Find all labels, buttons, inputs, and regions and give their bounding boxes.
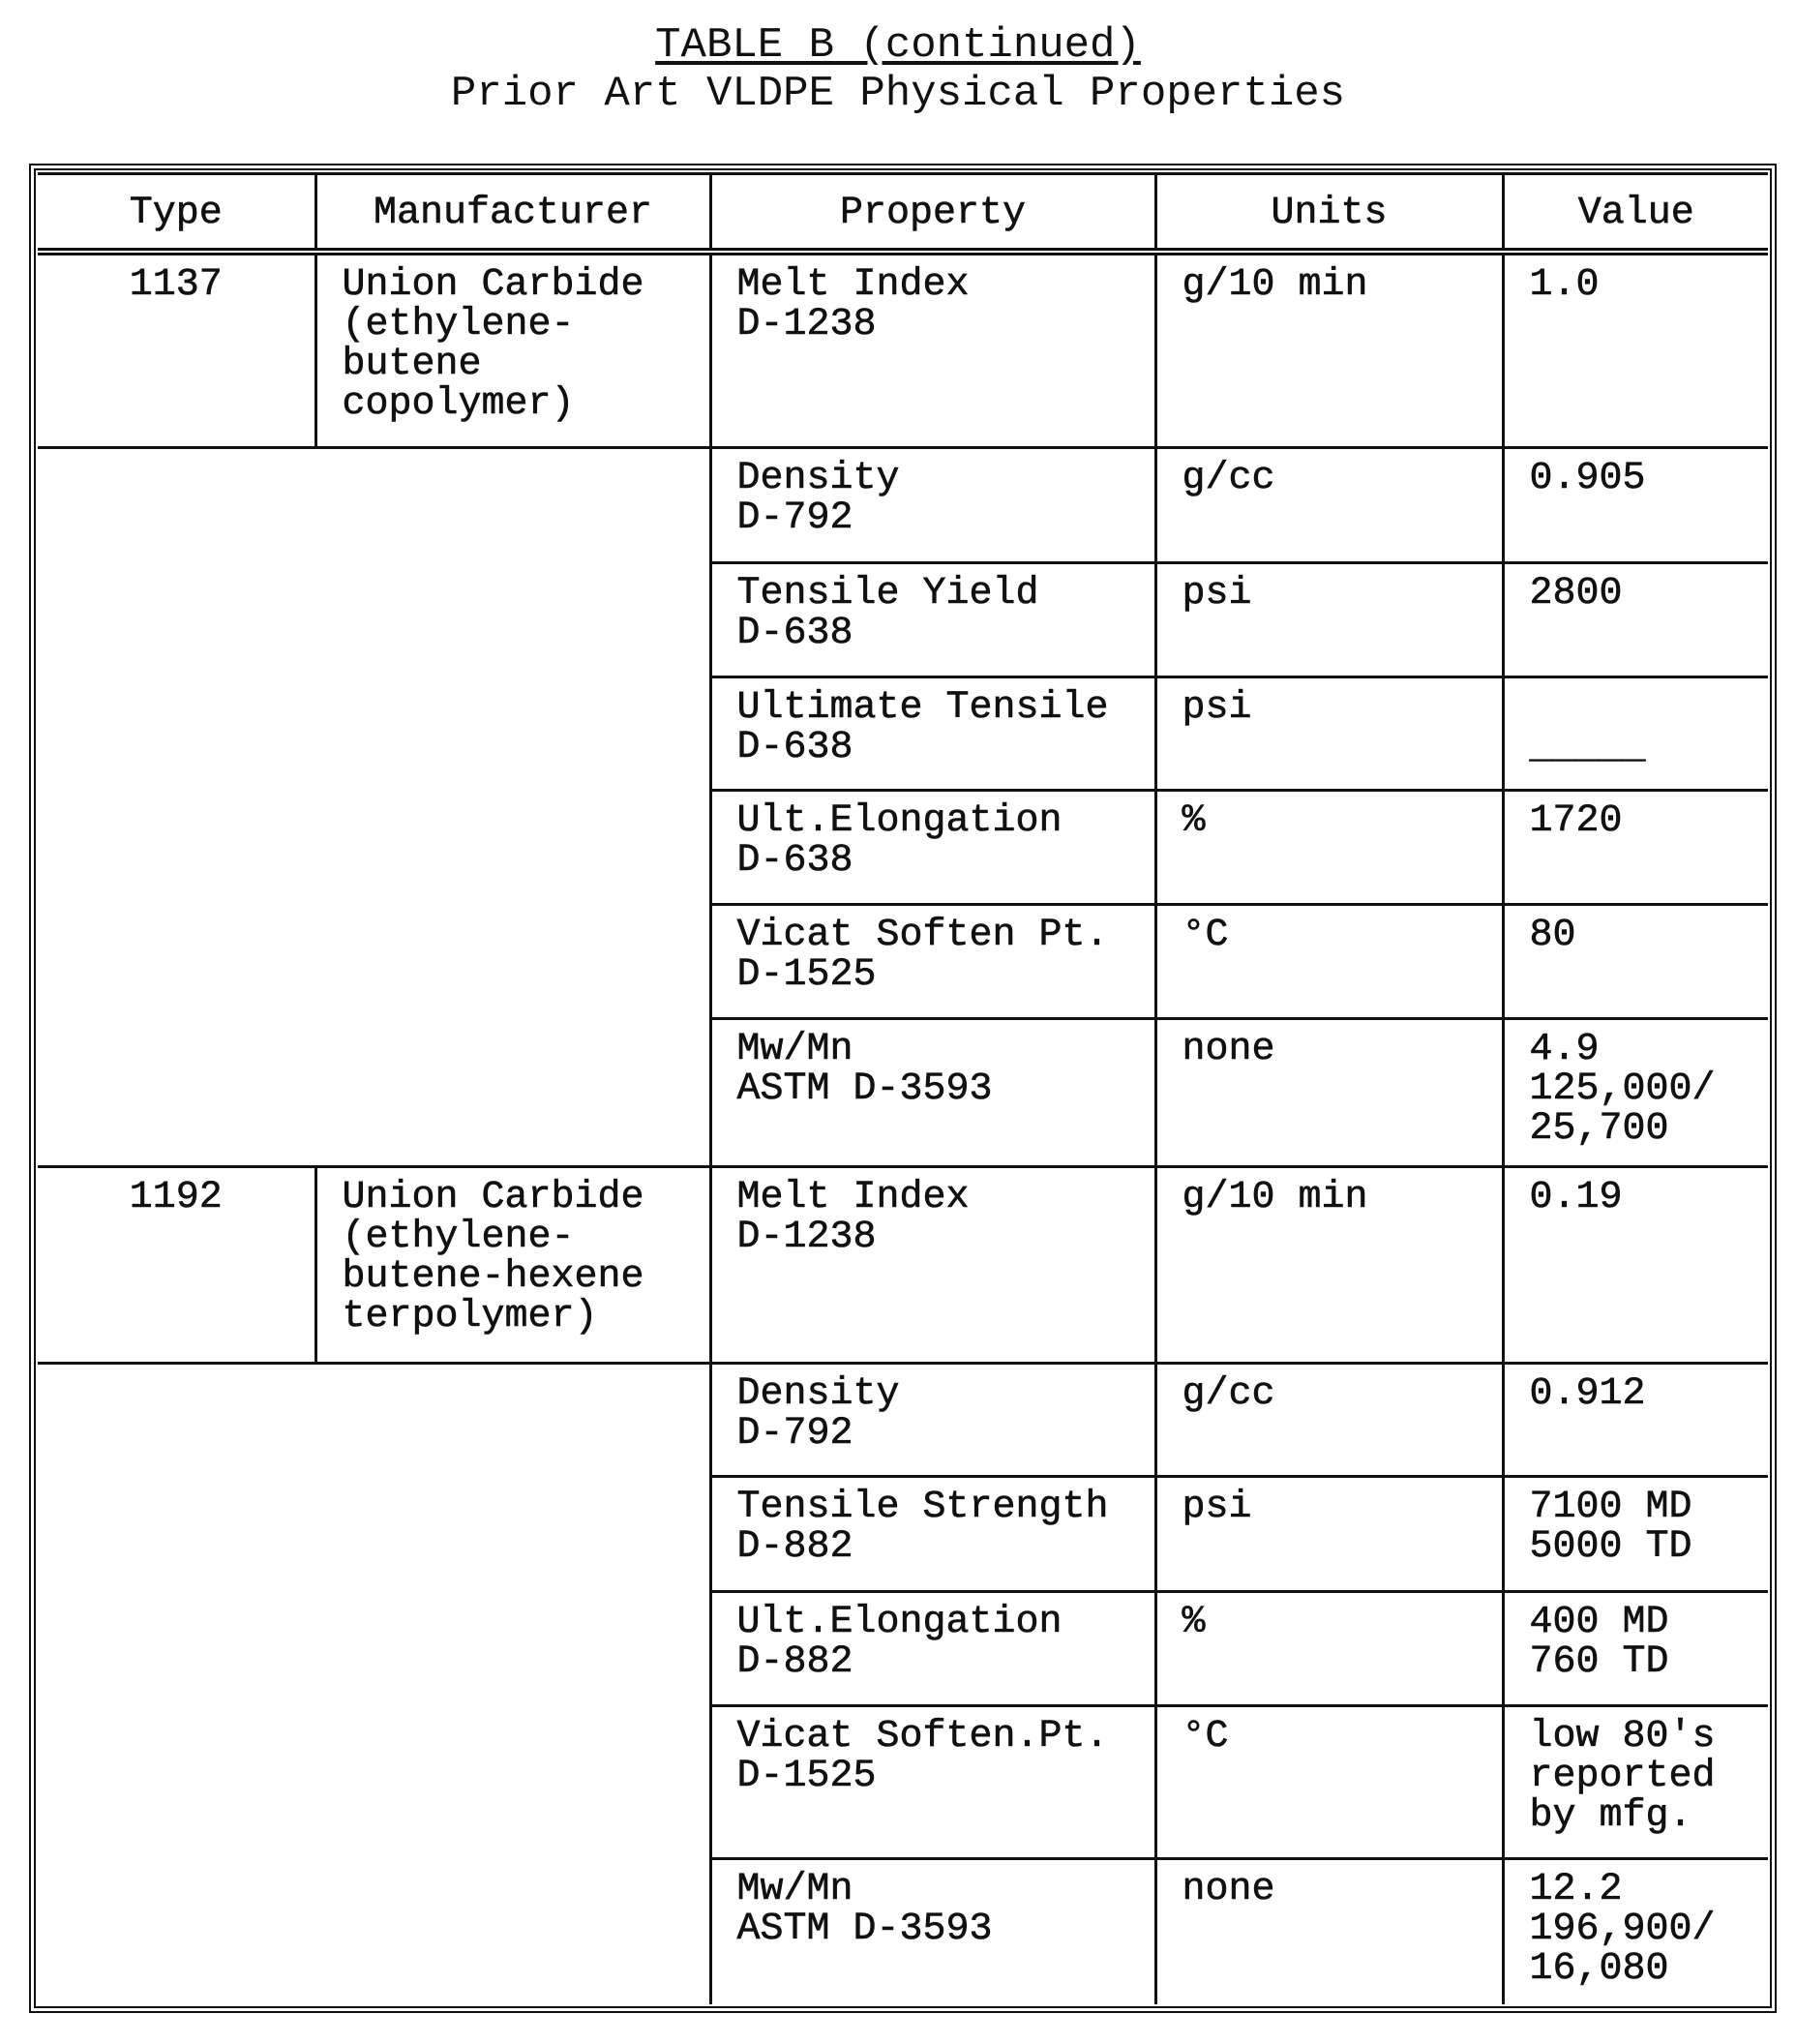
units-cell: g/cc bbox=[1155, 1364, 1503, 1477]
property-cell: Vicat Soften.Pt. D-1525 bbox=[710, 1706, 1155, 1859]
value-cell: 1720 bbox=[1503, 791, 1768, 905]
value-cell: 2800 bbox=[1503, 563, 1768, 677]
value-cell: 1.0 bbox=[1503, 252, 1768, 448]
units-cell: psi bbox=[1155, 563, 1503, 677]
value-cell: 4.9 125,000/ 25,700 bbox=[1503, 1019, 1768, 1167]
table-row: 1137Union Carbide (ethylene- butene copo… bbox=[38, 252, 1768, 448]
units-cell: g/10 min bbox=[1155, 1167, 1503, 1364]
units-cell: % bbox=[1155, 791, 1503, 905]
column-header: Manufacturer bbox=[315, 174, 710, 252]
units-cell: g/cc bbox=[1155, 448, 1503, 563]
column-header: Property bbox=[710, 174, 1155, 252]
table-subtitle: Prior Art VLDPE Physical Properties bbox=[0, 70, 1796, 118]
value-cell: 0.912 bbox=[1503, 1364, 1768, 1477]
property-cell: Vicat Soften Pt. D-1525 bbox=[710, 905, 1155, 1019]
column-header: Type bbox=[38, 174, 315, 252]
manufacturer-cell: Union Carbide (ethylene- butene copolyme… bbox=[315, 252, 710, 448]
property-cell: Melt Index D-1238 bbox=[710, 1167, 1155, 1364]
property-cell: Mw/Mn ASTM D-3593 bbox=[710, 1859, 1155, 2004]
empty-cell bbox=[38, 1364, 710, 2004]
type-cell: 1192 bbox=[38, 1167, 315, 1364]
table-row: Density D-792g/cc0.912 bbox=[38, 1364, 1768, 1477]
table-title: TABLE B (continued) bbox=[0, 21, 1796, 70]
table-frame: TypeManufacturerPropertyUnitsValue1137Un… bbox=[29, 164, 1777, 2013]
type-cell: 1137 bbox=[38, 252, 315, 448]
header-row: TypeManufacturerPropertyUnitsValue bbox=[38, 174, 1768, 252]
units-cell: °C bbox=[1155, 905, 1503, 1019]
property-cell: Tensile Yield D-638 bbox=[710, 563, 1155, 677]
property-cell: Ult.Elongation D-882 bbox=[710, 1592, 1155, 1706]
value-cell: 12.2 196,900/ 16,080 bbox=[1503, 1859, 1768, 2004]
property-cell: Ult.Elongation D-638 bbox=[710, 791, 1155, 905]
units-cell: psi bbox=[1155, 1477, 1503, 1592]
units-cell: % bbox=[1155, 1592, 1503, 1706]
empty-cell bbox=[38, 448, 710, 1167]
manufacturer-cell: Union Carbide (ethylene- butene-hexene t… bbox=[315, 1167, 710, 1364]
value-cell: 400 MD 760 TD bbox=[1503, 1592, 1768, 1706]
value-cell: _____ bbox=[1503, 677, 1768, 791]
units-cell: none bbox=[1155, 1859, 1503, 2004]
properties-table: TypeManufacturerPropertyUnitsValue1137Un… bbox=[38, 172, 1768, 2004]
units-cell: g/10 min bbox=[1155, 252, 1503, 448]
table-row: Density D-792g/cc0.905 bbox=[38, 448, 1768, 563]
units-cell: psi bbox=[1155, 677, 1503, 791]
value-cell: 0.905 bbox=[1503, 448, 1768, 563]
value-cell: 7100 MD 5000 TD bbox=[1503, 1477, 1768, 1592]
property-cell: Mw/Mn ASTM D-3593 bbox=[710, 1019, 1155, 1167]
property-cell: Ultimate Tensile D-638 bbox=[710, 677, 1155, 791]
property-cell: Tensile Strength D-882 bbox=[710, 1477, 1155, 1592]
column-header: Value bbox=[1503, 174, 1768, 252]
property-cell: Density D-792 bbox=[710, 448, 1155, 563]
units-cell: °C bbox=[1155, 1706, 1503, 1859]
units-cell: none bbox=[1155, 1019, 1503, 1167]
property-cell: Density D-792 bbox=[710, 1364, 1155, 1477]
property-cell: Melt Index D-1238 bbox=[710, 252, 1155, 448]
table-row: 1192Union Carbide (ethylene- butene-hexe… bbox=[38, 1167, 1768, 1364]
value-cell: 0.19 bbox=[1503, 1167, 1768, 1364]
value-cell: low 80's reported by mfg. bbox=[1503, 1706, 1768, 1859]
value-cell: 80 bbox=[1503, 905, 1768, 1019]
column-header: Units bbox=[1155, 174, 1503, 252]
